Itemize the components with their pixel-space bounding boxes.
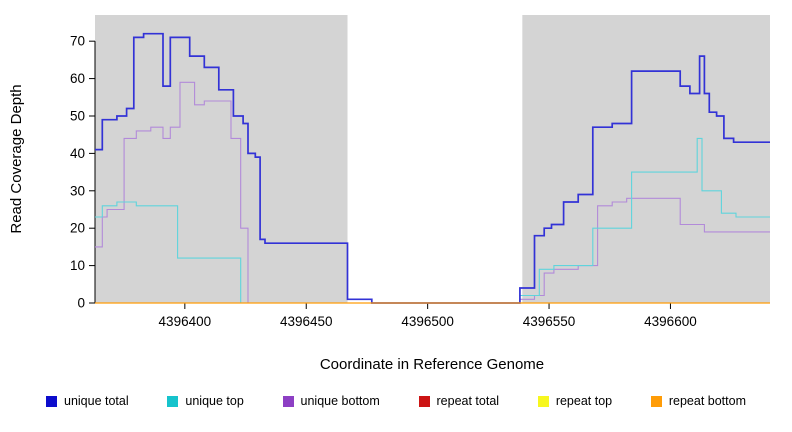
series-unique-top xyxy=(95,137,770,304)
x-tick-label: 4396500 xyxy=(401,314,454,329)
x-tick-label: 4396600 xyxy=(644,314,697,329)
y-tick-label: 60 xyxy=(70,71,85,86)
x-axis-title: Coordinate in Reference Genome xyxy=(320,356,544,373)
y-tick-label: 0 xyxy=(77,296,85,311)
y-tick-label: 10 xyxy=(70,258,85,273)
y-axis-title: Read Coverage Depth xyxy=(8,84,25,233)
repeat-total-swatch-icon xyxy=(418,395,430,407)
legend-item-repeat-top: repeat top xyxy=(537,394,613,408)
repeat-top-swatch-icon xyxy=(537,395,549,407)
legend-label: repeat total xyxy=(436,394,500,408)
repeat-bottom-swatch-icon xyxy=(650,395,662,407)
x-tick-label: 4396400 xyxy=(159,314,212,329)
series-unique-total xyxy=(95,32,770,304)
legend: unique total unique top unique bottom repea… xyxy=(0,394,792,408)
coverage-plot: 4396400 4396450 4396500 4396550 4396600 0 10 20… xyxy=(8,15,770,373)
unique-total-swatch-icon xyxy=(46,395,57,407)
legend-item-unique-bottom: unique bottom xyxy=(282,394,380,408)
x-tick-label: 4396550 xyxy=(523,314,576,329)
coverage-mask-region xyxy=(522,15,770,303)
legend-item-repeat-bottom: repeat bottom xyxy=(650,394,746,408)
legend-item-unique-total: unique total xyxy=(46,394,129,408)
axes: 4396400 4396450 4396500 4396550 4396600 0 10 20… xyxy=(70,34,770,329)
legend-label: unique total xyxy=(64,394,129,408)
y-tick-label: 50 xyxy=(70,108,85,123)
unique-bottom-swatch-icon xyxy=(282,395,294,407)
y-tick-label: 20 xyxy=(70,221,85,236)
legend-label: unique bottom xyxy=(300,394,380,408)
legend-label: unique top xyxy=(185,394,244,408)
legend-item-unique-top: unique top xyxy=(167,394,244,408)
unique-top-swatch-icon xyxy=(167,395,179,407)
x-tick-label: 4396450 xyxy=(280,314,333,329)
series-unique-bottom xyxy=(95,81,770,304)
series-lines xyxy=(95,32,770,304)
y-tick-label: 30 xyxy=(70,183,85,198)
y-tick-label: 70 xyxy=(70,34,85,49)
legend-label: repeat top xyxy=(555,394,613,408)
legend-item-repeat-total: repeat total xyxy=(418,394,500,408)
shaded-regions xyxy=(95,15,770,303)
y-tick-label: 40 xyxy=(70,146,85,161)
coverage-mask-region xyxy=(95,15,348,303)
legend-label: repeat bottom xyxy=(668,394,746,408)
